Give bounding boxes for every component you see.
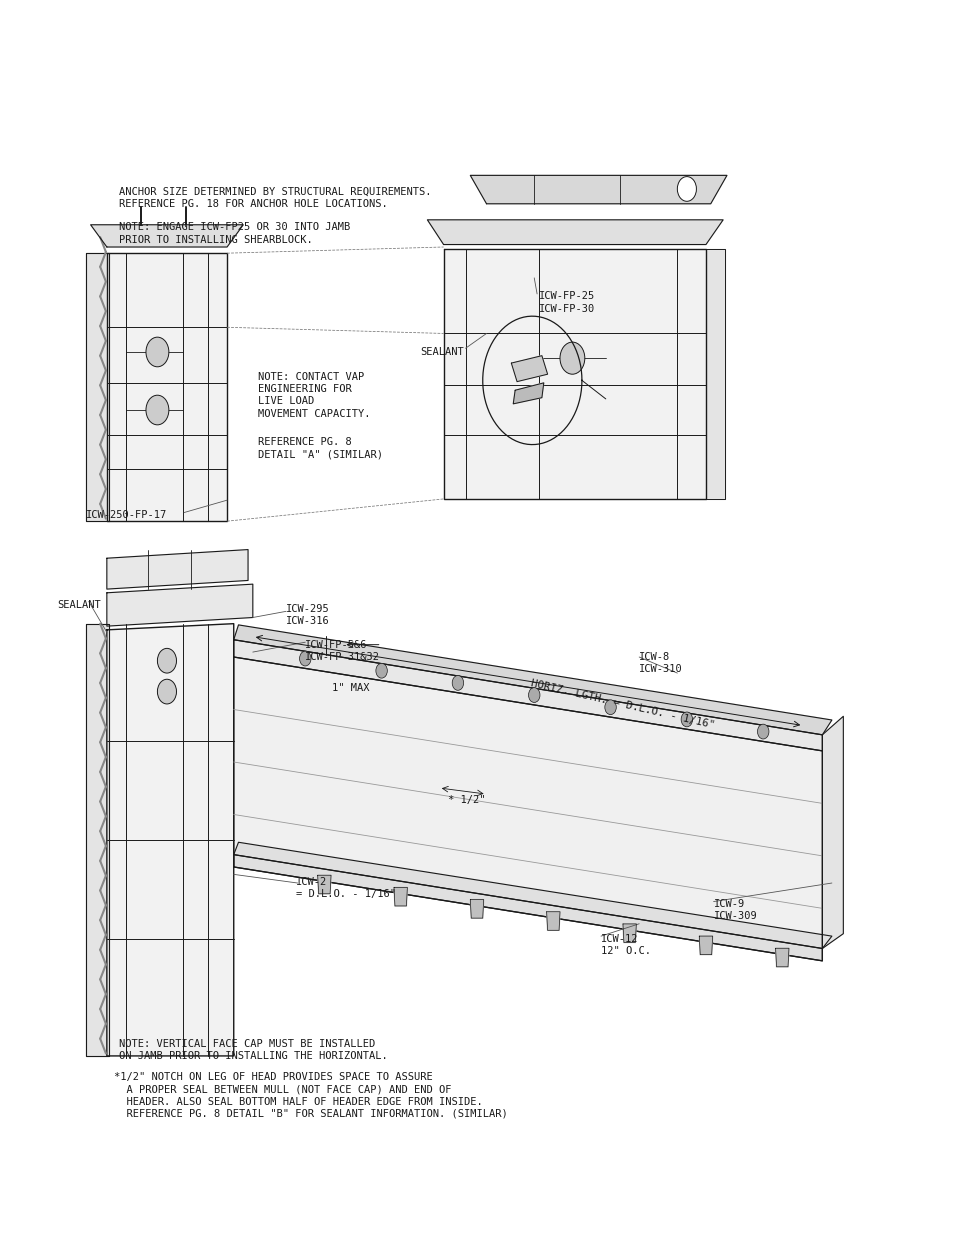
Text: ICW-316: ICW-316: [286, 616, 330, 626]
Polygon shape: [317, 876, 331, 894]
Text: *1/2" NOTCH ON LEG OF HEAD PROVIDES SPACE TO ASSURE: *1/2" NOTCH ON LEG OF HEAD PROVIDES SPAC…: [114, 1072, 433, 1082]
Text: ICW-12: ICW-12: [600, 934, 638, 944]
Circle shape: [680, 713, 692, 727]
Polygon shape: [394, 888, 407, 906]
Text: ICW-8: ICW-8: [639, 652, 670, 662]
Polygon shape: [107, 253, 227, 521]
Polygon shape: [107, 584, 253, 626]
Text: ICW-2: ICW-2: [295, 877, 327, 887]
Circle shape: [559, 342, 584, 374]
Text: ICW-FP-30: ICW-FP-30: [538, 304, 595, 314]
Polygon shape: [427, 220, 722, 245]
Text: HORIZ. LGTH. = D.L.O. - 1/16": HORIZ. LGTH. = D.L.O. - 1/16": [529, 678, 715, 730]
Text: A PROPER SEAL BETWEEN MULL (NOT FACE CAP) AND END OF: A PROPER SEAL BETWEEN MULL (NOT FACE CAP…: [114, 1084, 452, 1094]
Polygon shape: [699, 936, 712, 955]
Text: * 1/2": * 1/2": [448, 795, 485, 805]
Polygon shape: [233, 625, 831, 735]
Text: 12" O.C.: 12" O.C.: [600, 946, 650, 956]
Polygon shape: [443, 249, 705, 499]
Polygon shape: [86, 624, 109, 1056]
Text: NOTE: VERTICAL FACE CAP MUST BE INSTALLED: NOTE: VERTICAL FACE CAP MUST BE INSTALLE…: [119, 1039, 375, 1049]
Text: ENGINEERING FOR: ENGINEERING FOR: [257, 384, 351, 394]
Polygon shape: [233, 842, 831, 948]
Circle shape: [452, 676, 463, 690]
Text: ICW-310: ICW-310: [639, 664, 682, 674]
Circle shape: [157, 648, 176, 673]
Text: ICW-295: ICW-295: [286, 604, 330, 614]
Circle shape: [604, 700, 616, 715]
Text: REFERENCE PG. 18 FOR ANCHOR HOLE LOCATIONS.: REFERENCE PG. 18 FOR ANCHOR HOLE LOCATIO…: [119, 199, 388, 209]
Polygon shape: [775, 948, 788, 967]
Polygon shape: [107, 550, 248, 589]
Text: ICW-250-FP-17: ICW-250-FP-17: [86, 510, 167, 520]
Text: ICW-309: ICW-309: [713, 911, 757, 921]
Circle shape: [146, 337, 169, 367]
Circle shape: [677, 177, 696, 201]
Circle shape: [146, 395, 169, 425]
Text: NOTE: ENGAGE ICW-FP25 OR 30 INTO JAMB: NOTE: ENGAGE ICW-FP25 OR 30 INTO JAMB: [119, 222, 350, 232]
Polygon shape: [470, 175, 726, 204]
Polygon shape: [107, 624, 233, 1056]
Text: ICW-9: ICW-9: [713, 899, 744, 909]
Circle shape: [299, 651, 311, 666]
Circle shape: [157, 679, 176, 704]
Text: REFERENCE PG. 8 DETAIL "B" FOR SEALANT INFORMATION. (SIMILAR): REFERENCE PG. 8 DETAIL "B" FOR SEALANT I…: [114, 1109, 508, 1119]
Text: = D.L.O. - 1/16": = D.L.O. - 1/16": [295, 889, 395, 899]
Text: ANCHOR SIZE DETERMINED BY STRUCTURAL REQUIREMENTS.: ANCHOR SIZE DETERMINED BY STRUCTURAL REQ…: [119, 186, 432, 196]
Polygon shape: [546, 911, 559, 930]
Polygon shape: [91, 225, 243, 247]
Circle shape: [528, 688, 539, 703]
Polygon shape: [511, 356, 547, 382]
Text: HEADER. ALSO SEAL BOTTOM HALF OF HEADER EDGE FROM INSIDE.: HEADER. ALSO SEAL BOTTOM HALF OF HEADER …: [114, 1097, 483, 1107]
Polygon shape: [513, 383, 543, 404]
Text: REFERENCE PG. 8: REFERENCE PG. 8: [257, 437, 351, 447]
Text: SEALANT: SEALANT: [419, 347, 463, 357]
Text: 1" MAX: 1" MAX: [332, 683, 369, 693]
Circle shape: [375, 663, 387, 678]
Circle shape: [757, 724, 768, 739]
Text: DETAIL "A" (SIMILAR): DETAIL "A" (SIMILAR): [257, 450, 382, 459]
Text: ON JAMB PRIOR TO INSTALLING THE HORIZONTAL.: ON JAMB PRIOR TO INSTALLING THE HORIZONT…: [119, 1051, 388, 1061]
Text: ICW-FP-25: ICW-FP-25: [538, 291, 595, 301]
Polygon shape: [470, 899, 483, 918]
Polygon shape: [233, 657, 821, 961]
Text: PRIOR TO INSTALLING SHEARBLOCK.: PRIOR TO INSTALLING SHEARBLOCK.: [119, 235, 313, 245]
Text: MOVEMENT CAPACITY.: MOVEMENT CAPACITY.: [257, 409, 370, 419]
Text: ICW-FP-5&6: ICW-FP-5&6: [305, 640, 368, 650]
Polygon shape: [622, 924, 636, 942]
Text: ICW-FP-31&32: ICW-FP-31&32: [305, 652, 380, 662]
Text: LIVE LOAD: LIVE LOAD: [257, 396, 314, 406]
Text: NOTE: CONTACT VAP: NOTE: CONTACT VAP: [257, 372, 363, 382]
Polygon shape: [86, 253, 109, 521]
Polygon shape: [233, 855, 821, 961]
Polygon shape: [821, 716, 842, 948]
Polygon shape: [705, 249, 724, 499]
Polygon shape: [233, 640, 821, 751]
Text: SEALANT: SEALANT: [57, 600, 101, 610]
